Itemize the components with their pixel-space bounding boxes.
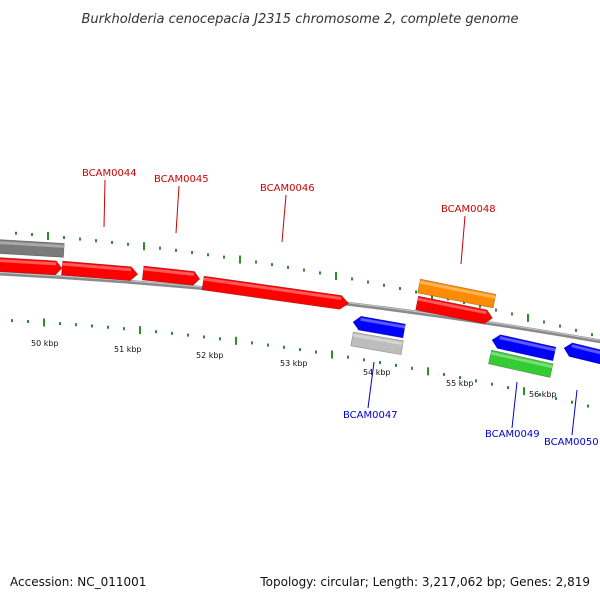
scale-label: 50 kbp [31,339,59,348]
feature-layer [0,238,600,378]
leader-line [511,381,518,429]
gene-arrow-bcam0050[interactable] [562,341,600,367]
chromosome-backbone-highlight [0,272,600,341]
gene-arrow-bcam0047[interactable] [352,315,406,339]
gene-label-bcam0047[interactable]: BCAM0047 [343,410,398,421]
gene-label-bcam0044[interactable]: BCAM0044 [82,168,137,179]
gene-arrow-bcam0046[interactable] [141,265,201,286]
chromosome-backbone [0,271,600,344]
scale-label: 56 kbp [529,390,557,399]
scale-label: 51 kbp [114,345,142,354]
scale-label: 54 kbp [363,368,391,377]
label-leaders [103,179,578,436]
gene-arrow-bcam0048[interactable] [417,278,497,309]
inner-tick-row [11,318,589,408]
scale-label: 55 kbp [446,379,474,388]
feature-arrow[interactable] [350,331,404,356]
topology-summary: Topology: circular; Length: 3,217,062 bp… [259,575,590,589]
gene-arrow-bcam0049[interactable] [488,349,554,378]
gene-label-bcam0045[interactable]: BCAM0045 [154,174,209,185]
leader-line [367,361,375,409]
gene-arrow-bcam0048[interactable] [415,295,494,325]
gene-arrow-bcam0045[interactable] [61,260,139,281]
gene-arrow-bcam0044[interactable] [0,256,63,276]
gene-label-bcam0048[interactable]: BCAM0048 [441,204,496,215]
scale-label: 53 kbp [280,359,308,368]
feature-arrow[interactable] [0,238,65,258]
gene-arrow-bcam0049[interactable] [490,333,557,362]
scale-label-layer: 50 kbp 51 kbp 52 kbp 53 kbp 54 kbp 55 kbp 56 k… [31,339,557,399]
gene-label-bcam0046[interactable]: BCAM0046 [260,183,315,194]
leader-line [571,389,578,436]
outer-tick-row [15,231,593,337]
gene-label-bcam0050[interactable]: BCAM0050 [544,437,599,448]
scale-label: 52 kbp [196,351,224,360]
leader-line [175,185,180,234]
map-title: Burkholderia cenocepacia J2315 chromosom… [81,12,518,27]
leader-line [103,179,106,228]
gene-label-bcam0049[interactable]: BCAM0049 [485,429,540,440]
gene-label-layer: BCAM0044 BCAM0045 BCAM0046 BCAM0047 BCAM0048… [82,168,599,448]
leader-line [460,215,466,265]
gene-arrow-bcam0046[interactable] [201,275,350,310]
accession-text: Accession: NC_011001 [10,575,146,589]
leader-line [281,194,287,243]
